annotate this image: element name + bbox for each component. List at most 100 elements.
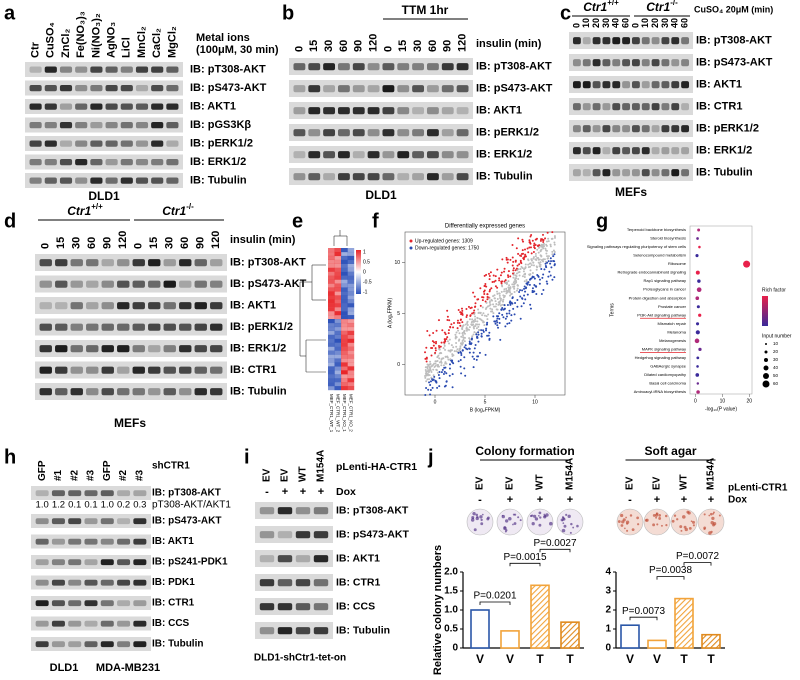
gene-dot <box>493 280 496 283</box>
blot-label: IB: PDK1 <box>152 577 195 588</box>
heatmap-cell <box>347 358 355 363</box>
gene-dot <box>429 360 432 363</box>
heatmap-cell <box>334 326 342 332</box>
gene-dot <box>522 302 525 305</box>
genotype: -/- <box>670 0 678 7</box>
blot-band <box>295 603 311 611</box>
gene-dot <box>509 287 512 290</box>
blot-band <box>117 620 131 627</box>
gene-dot <box>530 252 533 255</box>
gene-dot <box>463 340 466 343</box>
gene-dot <box>511 296 514 299</box>
term-label: Signaling pathways regulating pluripoten… <box>587 244 686 249</box>
blot-band <box>117 641 131 648</box>
blot-band <box>210 259 223 267</box>
blot-band <box>84 518 98 525</box>
blot-strip <box>35 340 227 357</box>
gene-dot <box>496 321 499 324</box>
size-key <box>763 365 769 371</box>
blot-strip <box>255 550 333 567</box>
gene-dot <box>485 315 488 318</box>
gene-dot <box>534 258 537 261</box>
blot-band <box>582 169 591 177</box>
heatmap-cell <box>347 354 355 359</box>
blot-band <box>84 641 98 648</box>
dox-sign: + <box>681 494 687 506</box>
gene-dot <box>518 263 521 266</box>
gene-dot <box>547 240 550 243</box>
heatmap-cell <box>347 275 355 280</box>
gene-dot <box>425 346 428 349</box>
gene-dot <box>529 246 532 249</box>
term-point <box>697 279 701 283</box>
lane-label: 90 <box>102 237 114 249</box>
heatmap-cell <box>328 350 335 355</box>
heatmap-cell <box>328 370 335 375</box>
gene-dot <box>430 376 433 379</box>
heatmap-cell <box>334 295 342 300</box>
heatmap-cell <box>334 346 342 351</box>
blot-band <box>44 159 57 166</box>
blot-band <box>259 579 275 587</box>
gene-dot <box>503 304 506 307</box>
blot-band <box>44 85 57 92</box>
lane-label: EV <box>280 468 291 482</box>
gene-dot <box>503 280 506 283</box>
gene-dot <box>521 238 524 241</box>
size-key <box>765 343 767 345</box>
gene-dot <box>427 388 430 391</box>
blot-band <box>55 345 68 353</box>
heatmap-cell <box>341 291 348 296</box>
gene-dot <box>527 258 530 261</box>
lane-label: 40 <box>670 18 680 28</box>
blot-band <box>68 518 82 525</box>
heatmap-cell <box>341 366 348 371</box>
blot-band <box>681 59 690 67</box>
blot-strip <box>289 80 473 97</box>
blot-band <box>84 538 98 545</box>
gene-dot <box>519 289 522 292</box>
heatmap-cell <box>334 334 342 339</box>
colony <box>480 518 483 522</box>
gene-dot <box>440 341 443 344</box>
gene-dot <box>512 260 515 263</box>
blot-band <box>117 280 130 288</box>
blot-band <box>671 147 680 155</box>
condition-label: EV <box>505 476 516 490</box>
gene-dot <box>517 252 520 255</box>
gene-dot <box>532 257 535 260</box>
y-tick-label: 2 <box>605 605 611 616</box>
gene-dot <box>447 329 450 332</box>
gene-dot <box>426 366 429 369</box>
gene-dot <box>439 351 442 354</box>
gene-dot <box>483 324 486 327</box>
gene-dot <box>550 266 553 269</box>
blot-label: IB: AKT1 <box>152 536 194 547</box>
heatmap-cell <box>334 259 342 264</box>
blot-band <box>90 66 103 73</box>
blot-label: IB: pT308-AKT <box>336 504 409 516</box>
term-point <box>695 254 699 258</box>
gene-dot <box>486 305 489 308</box>
blot-band <box>441 85 454 93</box>
gene-dot <box>549 262 552 265</box>
gene-dot <box>475 327 478 330</box>
gene-dot <box>444 355 447 358</box>
heatmap-cell <box>347 295 355 300</box>
gene-dot <box>488 304 491 307</box>
gene-dot <box>433 341 436 344</box>
colony <box>626 529 629 532</box>
y-axis-label: Terms <box>609 303 615 317</box>
blot-band <box>120 103 133 110</box>
blot-band <box>59 103 73 110</box>
gene-dot <box>443 344 446 347</box>
lane-axis: shCTR1 <box>152 461 190 472</box>
blot-band <box>133 538 147 545</box>
gene-dot <box>491 310 494 313</box>
term-label: Mismatch repair <box>658 321 687 326</box>
gene-dot <box>468 326 471 329</box>
gene-dot <box>461 325 464 328</box>
term-label: MAPK signaling pathway <box>642 346 686 351</box>
gene-dot <box>530 259 533 262</box>
blot-band <box>582 59 591 67</box>
